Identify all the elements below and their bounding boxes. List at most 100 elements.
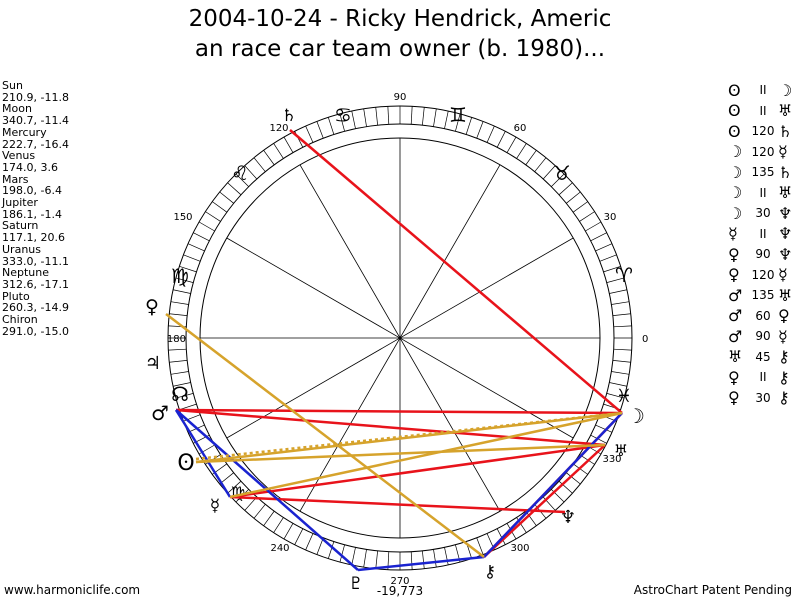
aspect-row: ♀ 30 ⚷ [728,388,798,409]
aspect-angle: 120 [751,144,775,159]
planet-name: Venus [2,149,36,163]
mercury-glyph-icon: ☿ [778,265,788,285]
aspect-angle: II [759,226,767,241]
uranus-glyph-icon: ♅ [778,101,793,121]
degree-tick [227,480,242,494]
moon-glyph-icon: ☽ [778,80,793,100]
planet-coords: 260.3, -14.9 [2,301,69,315]
planet-coords: 198.0, -6.4 [2,184,62,198]
sun-glyph-icon: ʘ [728,101,741,121]
chiron-glyph-icon: ⚷ [778,388,790,408]
degree-tick [525,510,537,526]
degree-tick [516,143,527,159]
degree-tick [455,113,461,132]
planet-name: Neptune [2,266,50,280]
uranus-glyph-icon: ♅ [778,183,793,203]
chiron-glyph-icon: ⚷ [778,367,790,387]
aspect-angle: 135 [751,288,775,303]
aspect-row: ☽ 30 ♆ [728,203,798,224]
aspect-angle: 30 [755,390,771,405]
degree-tick [444,547,449,566]
aspect-line-blue [174,409,232,498]
moon-glyph-icon: ☽ [728,162,743,182]
aspect-row: ♂ 60 ♀ [728,306,798,327]
venus-glyph-icon: ♀ [728,367,740,387]
planet-name: Jupiter [2,196,38,210]
aspect-line-red [483,444,606,558]
degree-tick [327,541,335,559]
degree-tick [179,403,197,411]
aspect-angle: 30 [755,206,771,221]
degree-tick [410,551,413,570]
degree-tick [613,325,632,328]
degree-tick [496,131,506,148]
degree-tick [294,528,304,545]
degree-label-60: 60 [514,123,527,134]
mars-glyph-icon: ♂ [728,285,743,305]
aspect-line-dotted [195,412,613,461]
aspect-line-gold [195,411,623,464]
saturn-glyph-icon: ♄ [778,121,793,141]
degree-label-0: 0 [642,334,648,345]
degree-tick [253,157,266,172]
cancer-sign-icon: ♋ [334,103,352,127]
degree-tick [175,277,194,283]
planet-coords: 186.1, -1.4 [2,207,62,221]
degree-tick [212,201,228,213]
degree-tick [585,221,602,232]
degree-label-120: 120 [269,123,288,134]
degree-tick [422,107,425,126]
aries-sign-icon: ♈ [615,263,633,287]
moon-glyph-icon: ☽ [728,203,743,223]
aspect-row: ♅ 45 ⚷ [728,347,798,368]
aspect-angle: 135 [751,165,775,180]
degree-tick [476,537,484,555]
neptune-glyph-icon: ♆ [778,203,793,223]
aspect-line-red [175,408,606,447]
degree-tick [590,434,607,444]
house-spoke [226,237,574,439]
degree-tick [566,472,581,485]
moon-glyph-icon: ☽ [728,142,743,162]
aspect-row: ʘ 120 ♄ [728,121,798,142]
degree-tick [169,313,188,316]
degree-tick [609,382,628,387]
degree-tick [612,360,631,363]
aspect-line-red [229,443,606,499]
degree-tick [219,191,234,204]
mars-glyph-icon: ♂ [728,326,743,346]
mercury-glyph-icon: ☿ [778,326,788,346]
footer-patent-note: AstroChart Patent Pending [633,583,792,597]
planet-name: Moon [2,102,32,116]
degree-tick [611,371,630,375]
degree-label-90: 90 [394,92,407,103]
degree-tick [444,110,449,129]
degree-label-180: 180 [167,334,186,345]
degree-label-300: 300 [510,543,529,554]
degree-tick [263,150,275,166]
aspect-row: ☽ 135 ♄ [728,162,798,183]
planet-name: Uranus [2,242,41,256]
degree-tick [168,348,187,351]
degree-tick [572,201,588,213]
venus-marker-icon: ♀ [145,296,159,318]
degree-tick [327,117,335,135]
aspect-list: ʘ II ☽ ʘ II ♅ ʘ 120 ♄ ☽ 120 ☿ ☽ 135 ♄ ☽ II ♅ ☽ 30 ♆ ☿ II ♆ ♀ 90 ♆ ♀… [728,80,798,408]
planet-coords: 210.9, -11.8 [2,90,69,104]
degree-tick [410,106,413,125]
degree-tick [422,550,425,569]
aspect-row: ☽ 120 ☿ [728,142,798,163]
degree-tick [305,125,314,143]
degree-tick [235,173,249,187]
planet-name: Chiron [2,313,38,327]
aspect-angle: 120 [751,267,775,282]
degree-label-330: 330 [602,454,621,465]
chiron-glyph-icon: ⚷ [778,347,790,367]
degree-tick [316,121,324,139]
sun-glyph-icon: ʘ [728,80,741,100]
degree-tick [339,113,345,132]
degree-tick [558,480,573,494]
degree-tick [611,301,630,305]
degree-tick [387,106,390,125]
aspect-angle: II [759,103,767,118]
